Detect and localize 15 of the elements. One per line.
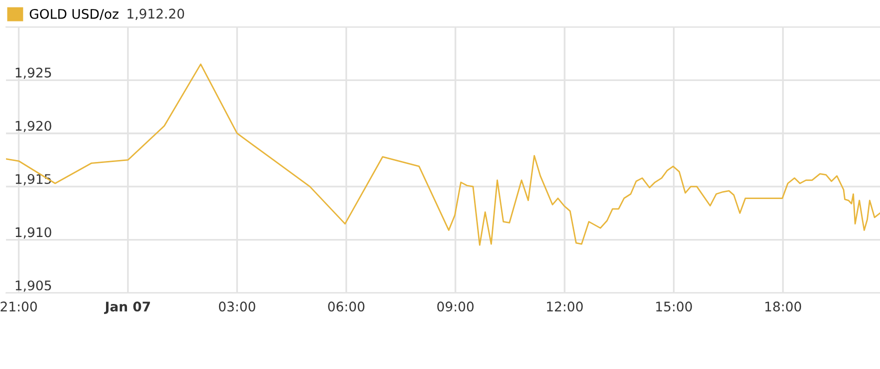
x-tick-label: 03:00 — [218, 302, 256, 312]
x-tick-label: 21:00 — [0, 302, 37, 312]
x-tick-label: 15:00 — [656, 302, 692, 312]
y-tick-label: 1,910 — [16, 227, 52, 239]
y-tick-label: 1,920 — [16, 120, 52, 132]
x-tick-label: 06:00 — [328, 302, 364, 312]
x-tick-label: Jan 07 — [104, 302, 150, 314]
x-tick-label: 12:00 — [547, 302, 583, 312]
legend-label: GOLD USD/oz — [30, 8, 118, 20]
y-tick-label: 1,905 — [16, 280, 51, 292]
y-tick-label: 1,925 — [16, 68, 51, 79]
y-tick-label: 1,915 — [16, 174, 51, 186]
text: 1,912.20 — [128, 8, 184, 20]
x-tick-label: 09:00 — [437, 302, 474, 312]
x-tick-label: 18:00 — [765, 302, 802, 312]
